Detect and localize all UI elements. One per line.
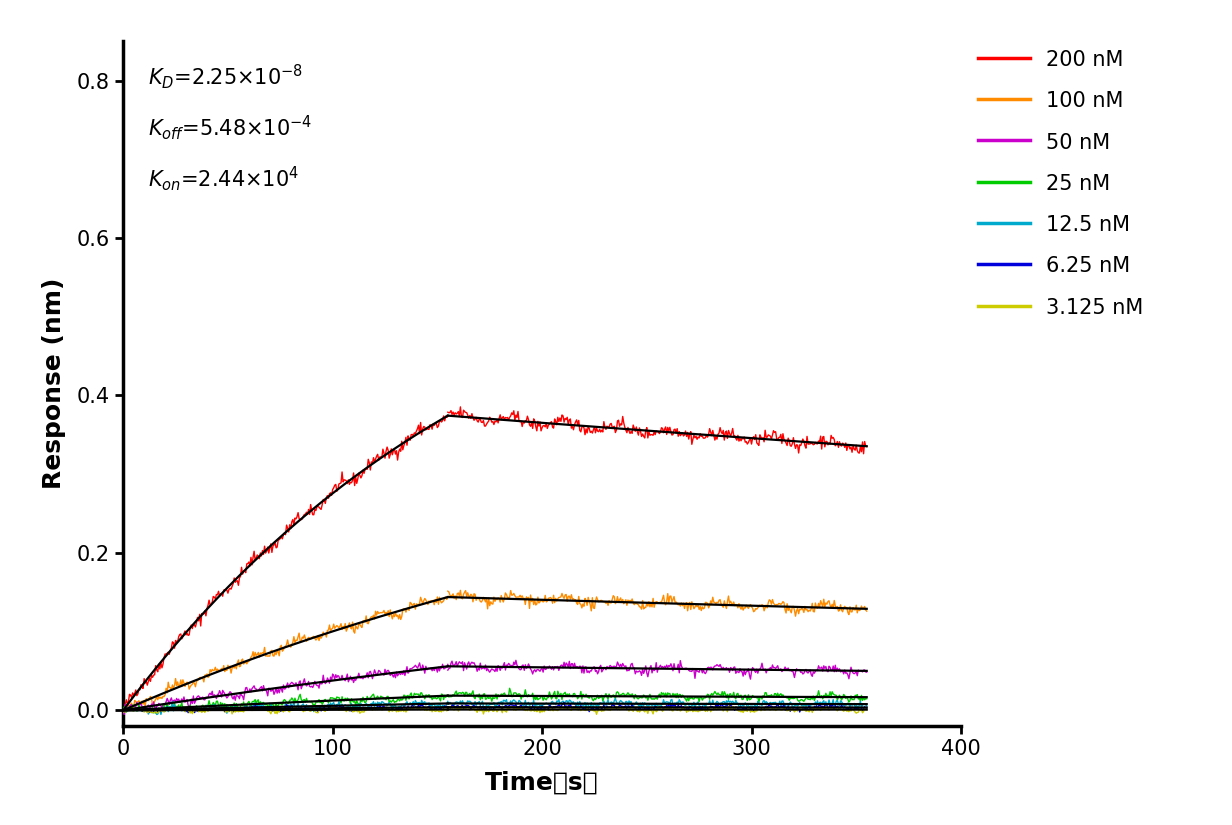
- X-axis label: Time（s）: Time（s）: [485, 771, 599, 794]
- Y-axis label: Response (nm): Response (nm): [42, 278, 65, 489]
- Legend: 200 nM, 100 nM, 50 nM, 25 nM, 12.5 nM, 6.25 nM, 3.125 nM: 200 nM, 100 nM, 50 nM, 25 nM, 12.5 nM, 6…: [970, 41, 1152, 326]
- Text: $K_D$=2.25×10$^{-8}$
$K_{off}$=5.48×10$^{-4}$
$K_{on}$=2.44×10$^{4}$: $K_D$=2.25×10$^{-8}$ $K_{off}$=5.48×10$^…: [148, 62, 313, 193]
